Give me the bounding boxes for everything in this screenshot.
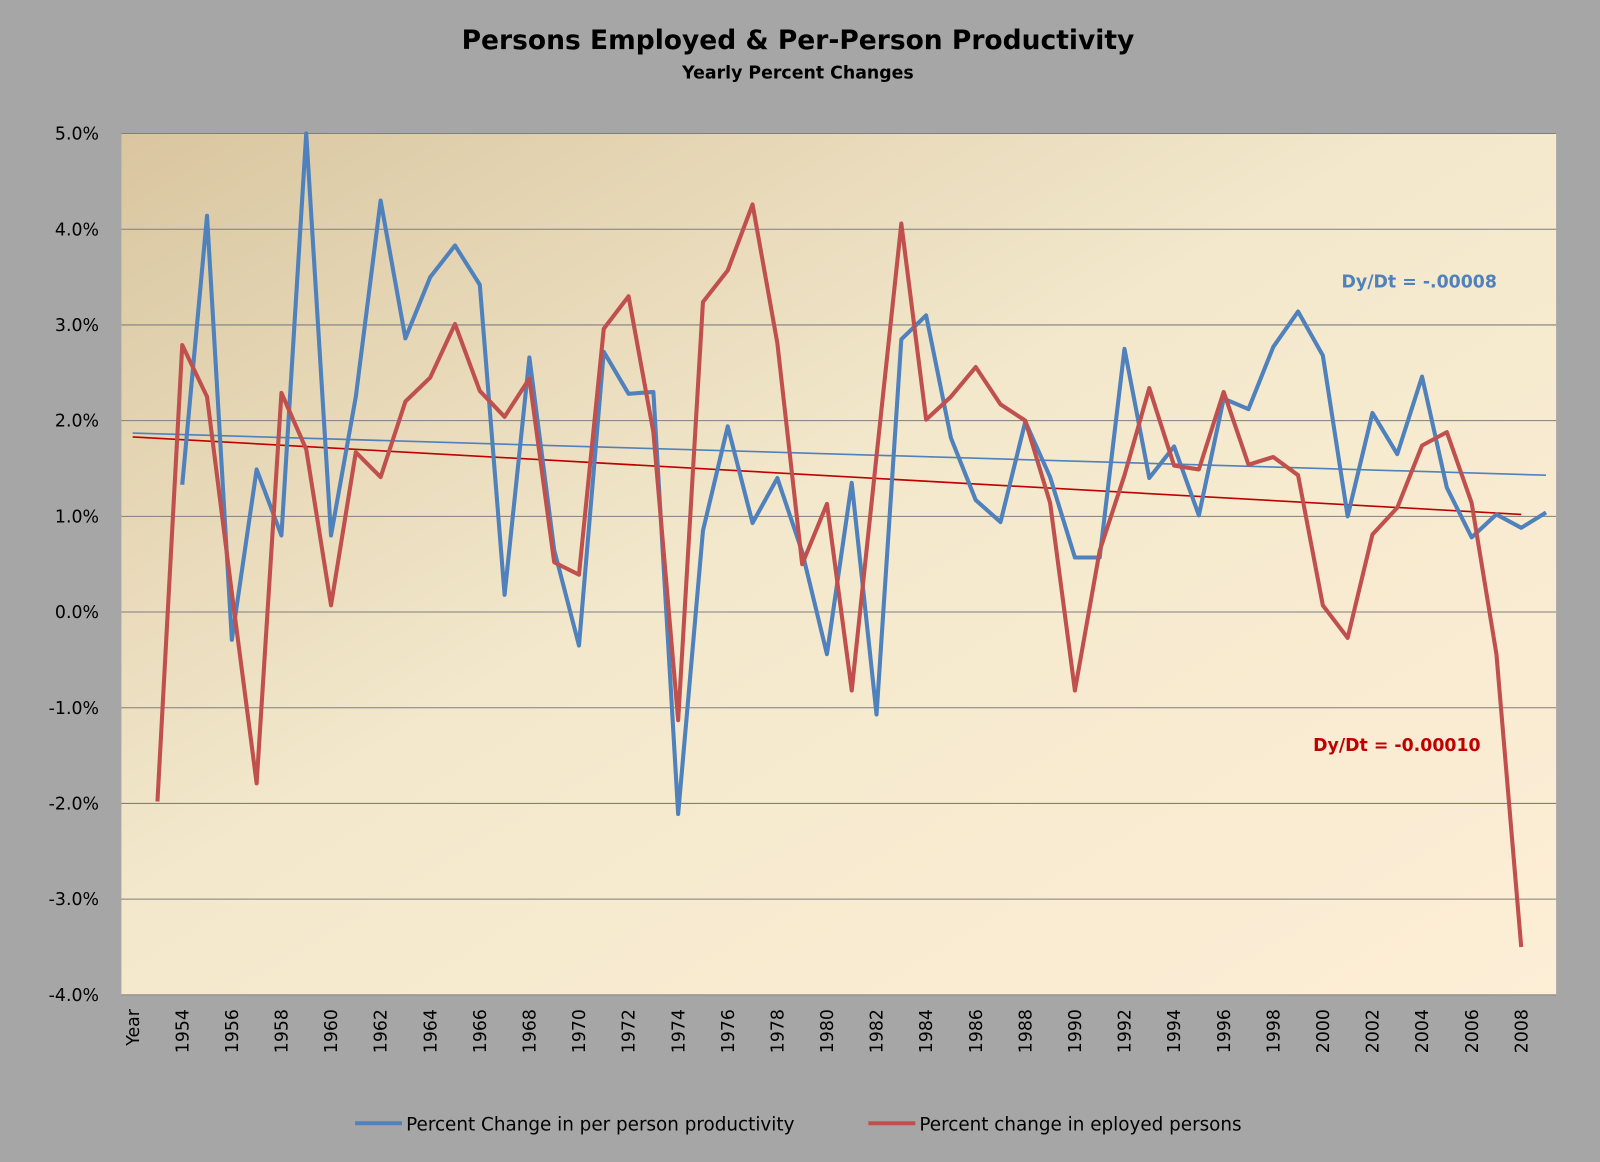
x-tick-label: 1984 [917, 1009, 937, 1053]
x-tick-label: 1986 [967, 1009, 987, 1053]
productivity-series-line [180, 131, 1548, 816]
y-tick-label: -4.0% [49, 986, 99, 1006]
employed-trendline [132, 436, 1522, 516]
y-tick-label: -3.0% [49, 890, 99, 910]
x-tick-label: 1994 [1165, 1009, 1185, 1053]
x-tick-label: 2006 [1463, 1009, 1483, 1053]
x-tick-label: 1998 [1264, 1009, 1284, 1053]
series-lines [155, 131, 1548, 948]
x-tick-label: 1992 [1116, 1009, 1136, 1053]
x-tick-label: 1972 [620, 1009, 640, 1053]
x-tick-label: 1988 [1016, 1009, 1036, 1053]
x-tick-label: 1980 [818, 1009, 838, 1053]
y-tick-label: -2.0% [49, 795, 99, 815]
x-tick-label: 1962 [372, 1009, 392, 1053]
productivity-trendline [132, 432, 1547, 476]
y-tick-label: 1.0% [55, 507, 99, 527]
x-tick-label: 1970 [570, 1009, 590, 1053]
red-trend-label: Dy/Dt = -0.00010 [1313, 736, 1480, 756]
x-tick-label: 1974 [669, 1009, 689, 1053]
x-tick-label: 2004 [1413, 1009, 1433, 1053]
y-tick-label: 3.0% [55, 316, 99, 336]
trendlines [132, 432, 1547, 516]
x-tick-label: 2008 [1512, 1009, 1532, 1053]
y-tick-label: 2.0% [55, 412, 99, 432]
x-tick-label: 1968 [521, 1009, 541, 1053]
employed-series-line [155, 202, 1524, 948]
x-tick-label: 2000 [1314, 1009, 1334, 1053]
x-tick-label: 1960 [322, 1009, 342, 1053]
x-tick-label: Year [124, 1008, 144, 1047]
gridlines [121, 133, 1557, 996]
x-tick-label: 1990 [1066, 1009, 1086, 1053]
x-axis: Year 1954 1956 1958 1960 1962 1964 1966 1968 1970… [124, 1008, 1533, 1053]
legend: Percent Change in per person productivit… [355, 1114, 1242, 1135]
x-tick-label: 1964 [421, 1009, 441, 1053]
x-tick-label: 1996 [1215, 1009, 1235, 1053]
x-tick-label: 1954 [173, 1009, 193, 1053]
x-tick-label: 1958 [273, 1009, 293, 1053]
blue-trend-label: Dy/Dt = -.00008 [1342, 272, 1497, 292]
x-tick-label: 1982 [868, 1009, 888, 1053]
legend-label-productivity: Percent Change in per person productivit… [406, 1114, 794, 1135]
y-axis: 5.0% 4.0% 3.0% 2.0% 1.0% 0.0% -1.0% -2.0% -3.0% -… [49, 125, 99, 1006]
y-tick-label: -1.0% [49, 699, 99, 719]
x-tick-label: 1956 [223, 1009, 243, 1053]
y-tick-label: 5.0% [55, 125, 99, 145]
chart-title: Persons Employed & Per-Person Productivi… [462, 25, 1135, 56]
x-tick-label: 1978 [768, 1009, 788, 1053]
x-tick-label: 1966 [471, 1009, 491, 1053]
x-tick-label: 1976 [719, 1009, 739, 1053]
y-tick-label: 0.0% [55, 603, 99, 623]
chart-subtitle: Yearly Percent Changes [681, 63, 914, 83]
y-tick-label: 4.0% [55, 220, 99, 240]
legend-label-employed: Percent change in eployed persons [919, 1114, 1241, 1135]
x-tick-label: 2002 [1364, 1009, 1384, 1053]
